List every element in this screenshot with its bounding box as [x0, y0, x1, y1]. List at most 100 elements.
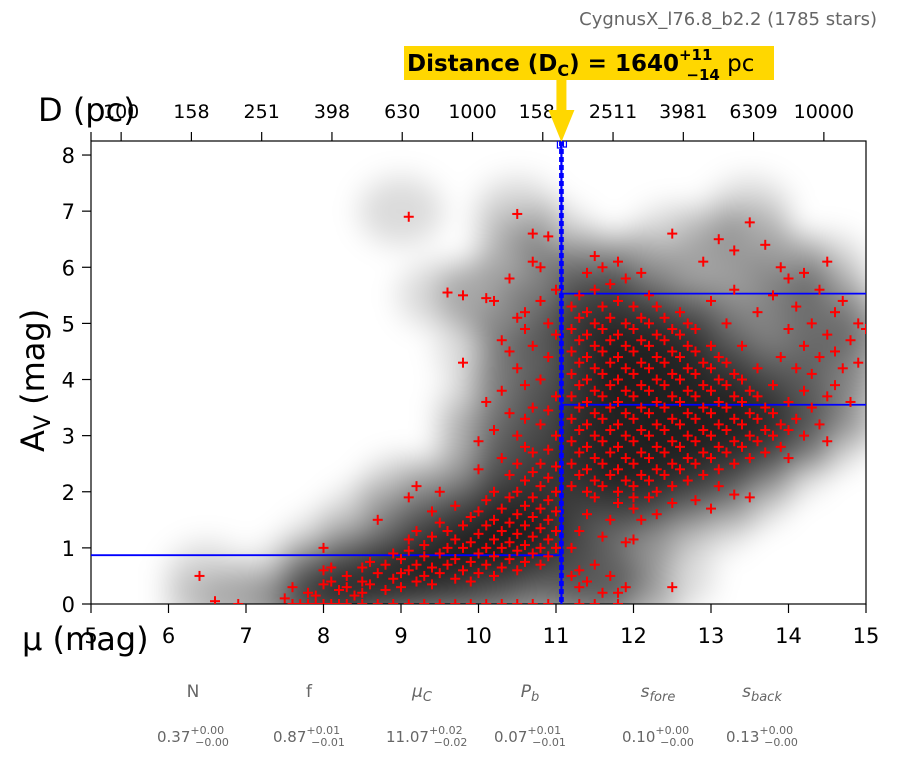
star-marker — [659, 469, 670, 480]
star-marker — [582, 509, 592, 520]
star-marker — [527, 256, 538, 267]
top-tick-label: 398 — [314, 101, 350, 123]
star-marker — [582, 486, 592, 497]
star-marker — [427, 579, 437, 590]
star-marker — [566, 301, 577, 312]
star-marker — [628, 481, 639, 492]
star-marker — [605, 447, 616, 458]
star-marker — [644, 363, 654, 374]
star-marker — [574, 290, 585, 301]
y-tick-label: 5 — [62, 312, 75, 336]
star-marker — [597, 368, 608, 379]
star-marker — [465, 576, 476, 587]
star-marker — [574, 565, 585, 576]
param-value-plus: +0.00 — [759, 724, 793, 737]
stars-scatter — [194, 208, 866, 604]
param-value-minus: −0.00 — [764, 736, 798, 749]
param-value-plus: +0.02 — [429, 724, 463, 737]
star-marker — [543, 599, 554, 604]
star-marker — [582, 576, 592, 587]
star-marker — [605, 402, 616, 413]
star-marker — [651, 352, 662, 363]
star-marker — [551, 284, 561, 295]
star-marker — [582, 307, 592, 318]
density-blob — [475, 205, 560, 274]
star-marker — [775, 262, 786, 273]
star-marker — [605, 514, 616, 525]
star-marker — [620, 363, 631, 374]
star-marker — [504, 554, 515, 565]
star-marker — [465, 599, 476, 604]
star-marker — [504, 346, 515, 357]
star-marker — [326, 599, 337, 604]
star-marker — [659, 312, 670, 323]
star-marker — [675, 307, 685, 318]
param-name-sub: fore — [649, 690, 675, 705]
star-marker — [783, 396, 794, 407]
star-marker — [783, 273, 794, 284]
star-marker — [365, 556, 375, 567]
star-marker — [419, 551, 430, 562]
star-marker — [806, 402, 817, 413]
star-marker — [845, 335, 856, 346]
star-marker — [574, 447, 585, 458]
star-marker — [589, 318, 600, 329]
star-marker — [682, 453, 693, 464]
star-marker — [644, 318, 654, 329]
star-marker — [729, 413, 740, 424]
star-marker — [520, 307, 530, 318]
star-marker — [411, 481, 422, 492]
star-marker — [628, 534, 639, 545]
star-marker — [659, 425, 670, 436]
star-marker — [527, 492, 538, 503]
star-marker — [706, 295, 716, 306]
star-marker — [760, 425, 771, 436]
star-marker — [613, 295, 623, 306]
star-marker — [589, 363, 600, 374]
star-marker — [357, 587, 368, 598]
star-marker — [287, 599, 298, 604]
star-marker — [737, 374, 747, 385]
star-marker — [752, 436, 763, 447]
star-marker — [721, 318, 732, 329]
star-marker — [729, 489, 740, 500]
star-marker — [799, 340, 809, 351]
top-tick-label: 1000 — [448, 101, 496, 123]
star-marker — [636, 425, 647, 436]
star-marker — [357, 562, 368, 573]
star-marker — [830, 380, 840, 391]
star-marker — [543, 231, 554, 242]
star-marker — [690, 458, 701, 469]
star-marker — [512, 486, 523, 497]
star-marker — [853, 357, 864, 368]
y-tick-label: 2 — [62, 481, 75, 505]
star-marker — [597, 436, 608, 447]
star-marker — [535, 481, 546, 492]
star-marker — [644, 475, 654, 486]
star-marker — [543, 495, 554, 506]
star-marker — [543, 405, 554, 416]
star-marker — [605, 312, 616, 323]
star-marker — [512, 528, 523, 539]
star-marker — [698, 447, 709, 458]
star-marker — [450, 500, 461, 511]
star-marker — [628, 436, 639, 447]
star-marker — [341, 582, 352, 593]
star-marker — [396, 582, 406, 593]
star-marker — [620, 385, 631, 396]
star-marker — [574, 425, 585, 436]
top-tick-label: 10000 — [794, 101, 854, 123]
star-marker — [582, 419, 592, 430]
star-marker — [721, 357, 732, 368]
star-marker — [613, 497, 623, 508]
star-marker — [822, 391, 833, 402]
star-marker — [667, 458, 678, 469]
callout-plus: +11 — [679, 46, 712, 64]
star-marker — [613, 587, 623, 598]
star-marker — [861, 324, 866, 335]
star-marker — [481, 396, 492, 407]
param-value-main: 0.10 — [622, 728, 655, 746]
star-marker — [682, 430, 693, 441]
star-marker — [303, 599, 313, 604]
x-tick-label: 7 — [239, 624, 252, 648]
